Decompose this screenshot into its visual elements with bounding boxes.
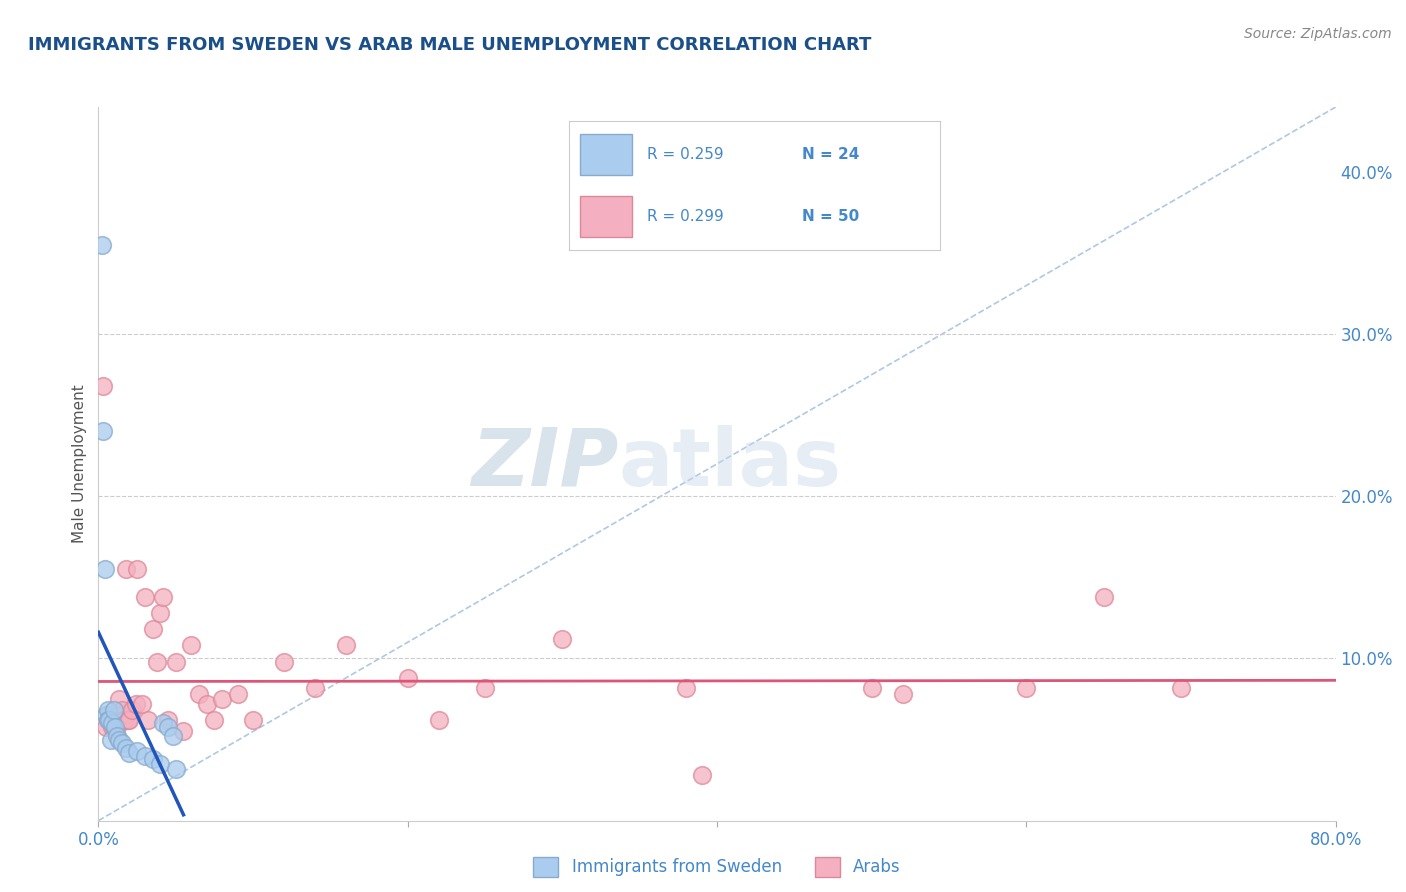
- Point: [304, 681, 326, 695]
- Point: [211, 692, 233, 706]
- Point: [675, 681, 697, 695]
- Point: [104, 724, 127, 739]
- Point: [165, 655, 187, 669]
- Point: [93, 562, 115, 576]
- Point: [112, 713, 135, 727]
- Point: [108, 708, 131, 723]
- Point: [98, 708, 121, 723]
- Point: [157, 713, 180, 727]
- Legend: Immigrants from Sweden, Arabs: Immigrants from Sweden, Arabs: [526, 850, 908, 884]
- Point: [165, 762, 187, 776]
- Point: [100, 732, 122, 747]
- Text: Source: ZipAtlas.com: Source: ZipAtlas.com: [1244, 27, 1392, 41]
- Point: [136, 713, 159, 727]
- Point: [474, 681, 496, 695]
- Point: [127, 562, 149, 576]
- Point: [152, 590, 174, 604]
- Point: [101, 720, 124, 734]
- Point: [134, 748, 156, 763]
- Point: [114, 713, 136, 727]
- Point: [105, 729, 128, 743]
- Point: [107, 732, 129, 747]
- Point: [115, 740, 138, 755]
- Point: [195, 697, 218, 711]
- Point: [180, 639, 202, 653]
- Point: [146, 655, 169, 669]
- Point: [103, 703, 125, 717]
- Point: [226, 687, 249, 701]
- Point: [91, 379, 114, 393]
- Point: [1092, 590, 1115, 604]
- Point: [551, 632, 574, 646]
- Point: [273, 655, 295, 669]
- Point: [131, 697, 153, 711]
- Point: [118, 746, 141, 760]
- Point: [204, 713, 226, 727]
- Point: [115, 562, 138, 576]
- Point: [127, 744, 149, 758]
- Point: [101, 716, 124, 731]
- Point: [111, 736, 134, 750]
- Point: [105, 720, 128, 734]
- Point: [111, 703, 134, 717]
- Point: [152, 716, 174, 731]
- Point: [149, 606, 172, 620]
- Point: [118, 713, 141, 727]
- Point: [162, 729, 184, 743]
- Point: [157, 720, 180, 734]
- Point: [149, 756, 172, 771]
- Y-axis label: Male Unemployment: Male Unemployment: [72, 384, 87, 543]
- Point: [96, 720, 118, 734]
- Point: [173, 724, 195, 739]
- Point: [242, 713, 264, 727]
- Point: [117, 713, 139, 727]
- Point: [91, 425, 114, 439]
- Point: [142, 622, 165, 636]
- Point: [427, 713, 450, 727]
- Point: [103, 720, 125, 734]
- Text: IMMIGRANTS FROM SWEDEN VS ARAB MALE UNEMPLOYMENT CORRELATION CHART: IMMIGRANTS FROM SWEDEN VS ARAB MALE UNEM…: [28, 36, 872, 54]
- Point: [97, 703, 120, 717]
- Point: [188, 687, 211, 701]
- Point: [97, 713, 120, 727]
- Point: [107, 692, 129, 706]
- Point: [860, 681, 883, 695]
- Point: [690, 768, 713, 782]
- Point: [134, 590, 156, 604]
- Point: [891, 687, 914, 701]
- Point: [396, 671, 419, 685]
- Point: [104, 720, 127, 734]
- Point: [1015, 681, 1038, 695]
- Point: [335, 639, 357, 653]
- Text: ZIP: ZIP: [471, 425, 619, 503]
- Point: [121, 703, 143, 717]
- Point: [124, 697, 146, 711]
- Point: [1170, 681, 1192, 695]
- Point: [96, 708, 118, 723]
- Point: [142, 752, 165, 766]
- Point: [90, 238, 112, 252]
- Point: [100, 713, 122, 727]
- Point: [98, 713, 121, 727]
- Text: atlas: atlas: [619, 425, 841, 503]
